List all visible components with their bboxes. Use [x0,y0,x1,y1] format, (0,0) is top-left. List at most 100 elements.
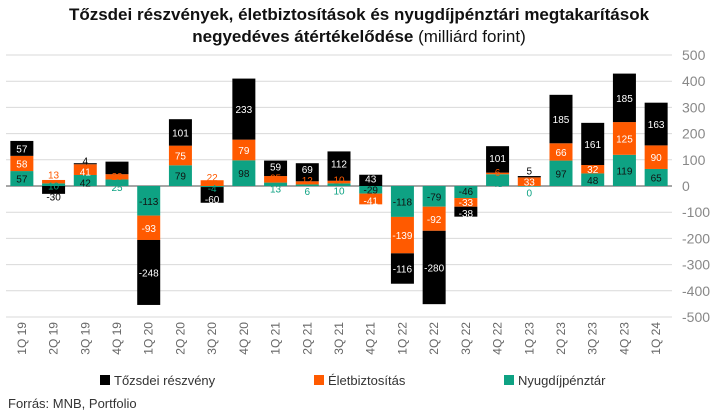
legend-swatch [504,375,514,385]
x-tick-label: 3Q 21 [332,322,346,355]
bar-segment [10,171,34,186]
data-label: 10 [333,186,345,197]
data-label: 42 [80,178,92,189]
bar-segment [390,216,414,254]
bar-segment [105,174,129,180]
bar-segment [390,253,414,284]
bar-segment [168,165,192,186]
bar-segment [517,176,541,178]
bar-segment [612,122,636,155]
data-label: 25 [270,173,282,184]
x-tick-label: 3Q 23 [586,322,600,355]
bar-segment [73,174,97,186]
data-label: 79 [175,172,187,183]
x-tick-label: 4Q 21 [364,322,378,355]
bar-segment [486,146,510,173]
data-label: 57 [16,144,28,155]
bar-segment [486,174,510,186]
data-label: 4 [83,156,89,167]
data-label: -79 [427,192,442,203]
bar-segment [168,119,192,146]
bar-segment [644,145,668,169]
data-label: -280 [424,263,444,274]
x-tick-label: 2Q 21 [300,322,314,355]
bar-segment [232,160,256,186]
bar-segment [644,168,668,186]
bar-segment [232,78,256,140]
data-label: -248 [139,268,159,279]
data-label: 163 [648,120,665,131]
data-label: 0 [527,188,533,199]
x-tick-label: 3Q 19 [78,322,92,355]
x-tick-label: 2Q 20 [173,322,187,355]
bar-segment [137,239,161,305]
y-tick-label: 0 [682,178,690,194]
data-label: -139 [392,231,412,242]
data-label: 48 [587,176,599,187]
data-label: -30 [46,192,61,203]
bar-segment [137,215,161,240]
bar-segment [454,186,478,199]
data-label: 13 [48,170,60,181]
bar-segment [422,186,446,207]
bar-segment [359,174,383,186]
bar-segment [295,184,319,186]
bar-segment [549,94,573,144]
title-line-2-unit: (milliárd forint) [413,27,526,46]
data-label: 97 [555,169,567,180]
x-tick-label: 1Q 19 [15,322,29,355]
bar-segment [390,186,414,217]
data-label: 75 [175,151,187,162]
legend-swatch [314,375,324,385]
data-label: 233 [236,105,253,116]
data-label: 59 [270,162,282,173]
bar-segment [200,186,224,188]
legend-label: Tőzsdei részvény [114,373,216,388]
source-note: Forrás: MNB, Portfolio [8,396,137,411]
data-label: 125 [616,134,633,145]
bar-segment [327,183,351,186]
bar-segment [295,181,319,185]
data-label: 79 [238,146,250,157]
x-tick-label: 3Q 22 [459,322,473,355]
bar-segment [264,182,288,186]
bar-segment [359,186,383,194]
y-tick-label: -100 [682,204,710,220]
bar-segment [42,186,66,194]
x-tick-label: 3Q 20 [205,322,219,355]
bar-segment [73,163,97,165]
legend-swatch [100,375,110,385]
data-label: -38 [459,209,474,220]
title-line-1: Tőzsdei részvények, életbiztosítások és … [68,5,650,24]
bar-segment [486,172,510,175]
bar-segment [581,122,605,166]
legend-label: Életbiztosítás [328,373,406,388]
x-tick-label: 4Q 20 [237,322,251,355]
bar-segment [517,186,541,187]
data-label: 65 [651,173,663,184]
bar-segment [581,165,605,174]
x-tick-label: 1Q 20 [142,322,156,355]
bar-segment [454,206,478,217]
data-label: 6 [495,168,501,179]
data-label: 161 [584,140,601,151]
bar-segment [264,160,288,177]
y-tick-label: -500 [682,309,710,325]
data-label: -46 [459,187,474,198]
bar-segment [137,186,161,216]
bar-segment [581,173,605,186]
data-label: -33 [459,198,474,209]
bar-segment [549,143,573,161]
x-tick-label: 1Q 21 [269,322,283,355]
bar-segment [422,206,446,231]
bar-segment [327,180,351,184]
x-tick-label: 2Q 19 [47,322,61,355]
bar-segment [10,140,34,156]
bar-segment [105,161,129,175]
bar-segment [327,151,351,181]
bar-segment [517,177,541,186]
data-label: 32 [587,165,599,176]
data-label: 69 [302,165,314,176]
